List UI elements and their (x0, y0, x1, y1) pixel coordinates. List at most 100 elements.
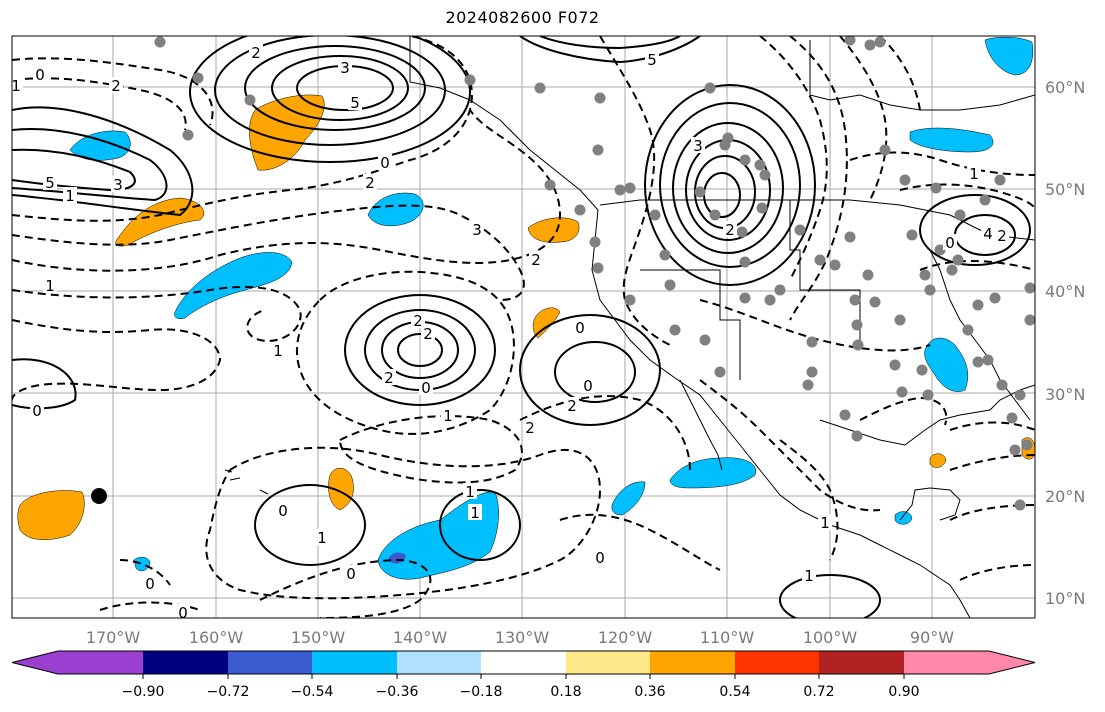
station-dot (864, 39, 876, 51)
station-dot (844, 36, 856, 46)
contour-label-bg (348, 94, 362, 110)
colorbar-segment (143, 651, 228, 674)
station-dot (759, 169, 771, 181)
station-dot (669, 324, 681, 336)
station-dot (722, 132, 734, 144)
station-dot (739, 292, 751, 304)
station-dot (862, 269, 874, 281)
station-dot (994, 174, 1006, 186)
contour-label-bg (271, 342, 285, 358)
station-dot (946, 264, 958, 276)
station-dot (806, 366, 818, 378)
station-dot (764, 294, 776, 306)
negative-contours (12, 36, 1035, 618)
station-dot (894, 314, 906, 326)
station-dot (774, 284, 786, 296)
contour-label-bg (363, 174, 377, 190)
lon-label: 100°W (802, 628, 858, 647)
contour-label-bg (523, 419, 537, 435)
positive-anomaly-patch (249, 94, 325, 171)
lat-label: 50°N (1045, 180, 1086, 199)
station-dot (889, 359, 901, 371)
contour-label-bg (463, 483, 477, 499)
map-frame (11, 35, 1036, 619)
contour-label: 5 (647, 51, 657, 69)
station-dot (1024, 314, 1035, 326)
lon-label: 130°W (494, 628, 550, 647)
station-dot (794, 224, 806, 236)
lon-label: 120°W (597, 628, 653, 647)
station-dot (989, 292, 1001, 304)
contour-label-bg (33, 66, 47, 82)
station-dot (704, 82, 716, 94)
contour-label-bg (315, 529, 329, 545)
colorbar-tick-label: −0.18 (459, 684, 503, 700)
station-dot (694, 186, 706, 198)
contour-label: 5 (350, 94, 360, 112)
colorbar-segment (650, 651, 735, 674)
contour-label-bg (943, 234, 957, 250)
negative-anomaly-patch (669, 457, 756, 489)
contour-label: 0 (583, 377, 593, 395)
station-dot (852, 339, 864, 351)
contour-label: 2 (111, 77, 121, 95)
positive-anomaly-patch (929, 453, 947, 468)
station-dot (544, 179, 556, 191)
station-dot (972, 356, 984, 368)
negative-anomaly-patch (894, 511, 913, 525)
station-dot (874, 36, 886, 48)
station-dot (972, 299, 984, 311)
positive-anomaly-patch (17, 490, 85, 540)
station-dot (906, 229, 918, 241)
negative-anomaly-patch (984, 37, 1033, 76)
station-dot (954, 209, 966, 221)
contour-label-bg (818, 514, 832, 530)
contour-label-bg (63, 187, 77, 203)
contour-label: 2 (251, 44, 261, 62)
station-dot (534, 82, 546, 94)
contour-label: 0 (380, 154, 390, 172)
contour-label-bg (419, 379, 433, 395)
contour-label: 0 (32, 402, 42, 420)
contour-label: 0 (145, 575, 155, 593)
colorbar-tick-label: −0.36 (375, 684, 419, 700)
contour-label: 2 (725, 221, 735, 239)
colorbar-segment (819, 651, 904, 674)
station-dot (829, 259, 841, 271)
station-dot (962, 324, 974, 336)
negative-anomaly-patch (133, 557, 151, 572)
station-dot (934, 244, 946, 256)
colorbar-segment (481, 651, 566, 674)
contour-label-bg (468, 504, 482, 520)
contour-label: 0 (575, 319, 585, 337)
contour-label: 2 (365, 174, 375, 192)
contour-label: 1 (465, 483, 475, 501)
contour-label: 4 (983, 225, 993, 243)
contour-label-bg (581, 377, 595, 393)
station-dot (982, 354, 994, 366)
positive-anomaly-patch (328, 468, 354, 511)
contour-label-bg (723, 221, 737, 237)
colorbar-segment (397, 651, 481, 674)
station-dot (844, 231, 856, 243)
station-dot (1014, 389, 1026, 401)
station-dot (851, 430, 863, 442)
colorbar-tick-label: −0.72 (206, 684, 250, 700)
contour-label-bg (411, 312, 425, 328)
map-title: 2024082600 F072 (445, 8, 600, 27)
colorbar-tick-label: 0.72 (803, 684, 835, 700)
lat-label: 60°N (1045, 78, 1086, 97)
colorbar (11, 650, 1036, 679)
colorbar-tick-label: −0.54 (290, 684, 334, 700)
station-dot (1014, 499, 1026, 511)
contour-label-bg (995, 227, 1009, 243)
contour-label-bg (143, 575, 157, 591)
lon-label: 140°W (392, 628, 448, 647)
station-dot (922, 389, 934, 401)
contour-label-bg (529, 251, 543, 267)
station-dot (814, 254, 826, 266)
contour-label-bg (421, 325, 435, 341)
colorbar-extend-min (12, 651, 58, 674)
positive-anomaly-patch (527, 217, 580, 243)
station-dot (1009, 444, 1021, 456)
